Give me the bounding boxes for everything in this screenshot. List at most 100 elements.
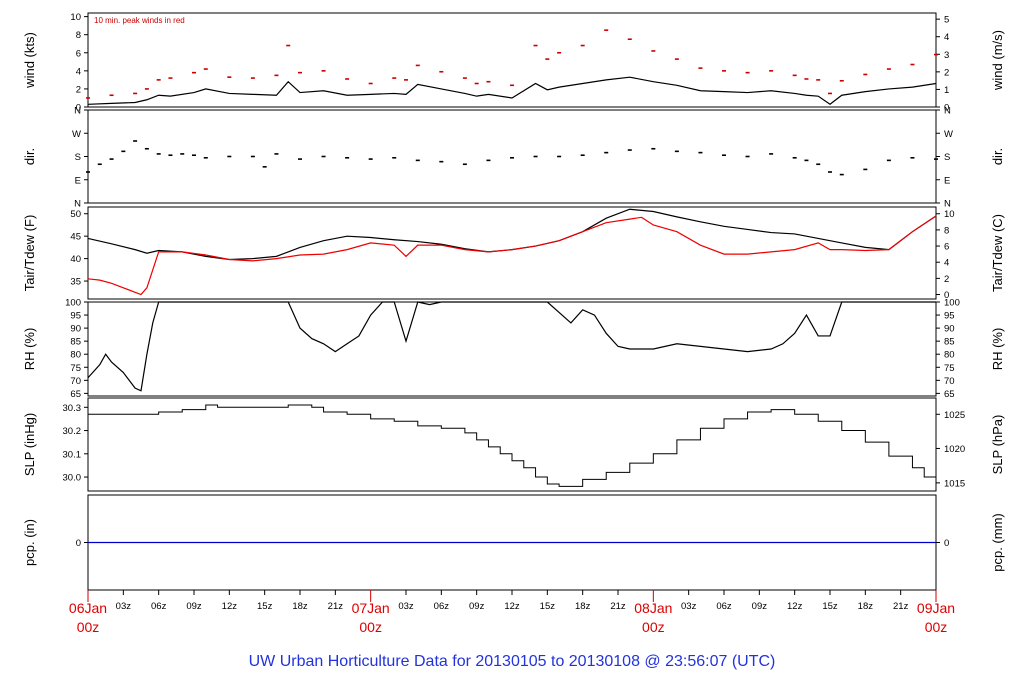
wind-series-peak-point bbox=[674, 58, 679, 60]
rh-right-tick-label: 70 bbox=[944, 376, 955, 387]
slp-left-tick-label: 30.2 bbox=[63, 426, 82, 437]
rh-left-tick-label: 80 bbox=[70, 350, 81, 361]
wind-series-peak-point bbox=[910, 63, 915, 66]
dir-series-direction-point bbox=[462, 163, 467, 166]
wind-series-peak-point bbox=[415, 64, 420, 67]
dir-series-direction-point bbox=[604, 151, 609, 154]
dir-series-direction-point bbox=[368, 158, 373, 160]
dir-series-direction-point bbox=[180, 153, 185, 155]
dir-ylabel-left: dir. bbox=[22, 148, 37, 165]
wind-series-peak-point bbox=[321, 70, 326, 72]
chart-title: UW Urban Horticulture Data for 20130105 … bbox=[249, 653, 776, 670]
pcp-left-tick-label: 0 bbox=[76, 538, 81, 549]
rh-left-tick-label: 85 bbox=[70, 337, 81, 348]
rh-ylabel-right: RH (%) bbox=[990, 328, 1005, 371]
wind-series-peak-point bbox=[839, 79, 844, 82]
dir-series-direction-point bbox=[345, 156, 350, 159]
dir-series-direction-point bbox=[533, 155, 538, 158]
panel-temp: 35 40 45 50 0 2 4 6 8 10 Tair/Tdew (F) Tair/Tdew (C… bbox=[22, 206, 1005, 301]
slp-ylabel-left: SLP (inHg) bbox=[22, 413, 37, 476]
x-tick-label-date: 09Jan bbox=[917, 600, 955, 616]
temp-ylabel-right: Tair/Tdew (C) bbox=[990, 214, 1005, 292]
x-tick-label: 15z bbox=[822, 601, 838, 612]
wind-left-tick-label: 6 bbox=[76, 48, 81, 59]
dir-series-direction-point bbox=[769, 153, 774, 155]
x-tick-label: 12z bbox=[504, 601, 520, 612]
dir-series-direction-point bbox=[910, 156, 915, 159]
x-tick-label-date: 08Jan bbox=[634, 600, 672, 616]
temp-right-tick-label: 6 bbox=[944, 242, 949, 253]
x-tick-label-date: 06Jan bbox=[69, 600, 107, 616]
x-tick-label: 18z bbox=[292, 601, 308, 612]
wind-frame bbox=[87, 12, 937, 108]
dir-series-direction-point bbox=[121, 150, 126, 153]
temp-right-tick-label: 8 bbox=[944, 225, 949, 236]
x-tick-label: 15z bbox=[257, 601, 273, 612]
wind-series-peak-point bbox=[698, 67, 703, 69]
rh-left-tick-label: 95 bbox=[70, 311, 81, 322]
dir-series-direction bbox=[86, 140, 938, 176]
dir-left-tick-label: W bbox=[72, 129, 81, 140]
temp-series-Tdew bbox=[87, 215, 937, 296]
wind-series-peak-point bbox=[828, 92, 832, 95]
temp-left-tick-label: 45 bbox=[70, 232, 81, 243]
x-tick-label: 03z bbox=[681, 601, 697, 612]
wind-series-peak-point bbox=[439, 70, 444, 73]
wind-right-tick-label: 2 bbox=[944, 67, 949, 78]
dir-series-direction-point bbox=[168, 154, 173, 157]
dir-series-direction-point bbox=[250, 155, 255, 158]
wind-series-peak-point bbox=[474, 82, 479, 85]
dir-series-direction-point bbox=[439, 160, 444, 163]
wind-series-peak-point bbox=[533, 44, 538, 47]
x-tick-label-hour: 00z bbox=[925, 619, 948, 635]
dir-series-direction-point bbox=[510, 156, 514, 159]
wind-series-peak-point bbox=[604, 29, 609, 31]
dir-series-direction-point bbox=[262, 166, 267, 168]
dir-series-direction-point bbox=[86, 171, 90, 173]
dir-series-direction-point bbox=[192, 154, 196, 157]
rh-left-tick-label: 75 bbox=[70, 363, 81, 374]
dir-series-direction-point bbox=[816, 163, 821, 166]
x-tick-label-hour: 00z bbox=[77, 619, 100, 635]
slp-right-tick-label: 1020 bbox=[944, 444, 965, 455]
panel-slp: 30.0 30.1 30.2 30.3 1015 1020 1025 SLP (inHg) SL… bbox=[22, 397, 1005, 492]
rh-right-tick-label: 100 bbox=[944, 298, 960, 309]
temp-left-tick-label: 35 bbox=[70, 277, 81, 288]
wind-series-peak-point bbox=[863, 73, 868, 76]
x-tick-label: 06z bbox=[151, 601, 167, 612]
wind-series-peak-point bbox=[192, 71, 196, 74]
rh-ylabel-left: RH (%) bbox=[22, 328, 37, 371]
temp-right-tick-label: 2 bbox=[944, 274, 949, 285]
dir-series-direction-point bbox=[133, 140, 138, 142]
x-tick-label-hour: 00z bbox=[359, 619, 382, 635]
wind-series-peak-point bbox=[86, 97, 90, 99]
wind-right-tick-label: 1 bbox=[944, 85, 949, 96]
wind-series-peak-point bbox=[580, 44, 585, 47]
wind-series-peak-point bbox=[156, 79, 161, 81]
wind-series-peak-point bbox=[462, 77, 467, 79]
dir-series-direction-point bbox=[298, 158, 302, 160]
rh-right-tick-label: 75 bbox=[944, 363, 955, 374]
wind-series-peak-point bbox=[168, 77, 173, 79]
slp-series-SLP bbox=[88, 404, 937, 487]
dir-series-direction-point bbox=[227, 155, 232, 158]
slp-right-tick-label: 1025 bbox=[944, 410, 965, 421]
dir-left-tick-label: N bbox=[74, 106, 81, 117]
x-tick-label: 09z bbox=[469, 601, 485, 612]
wind-series-peak-point bbox=[557, 51, 562, 54]
dir-right-tick-label: N bbox=[944, 106, 951, 117]
pcp-ylabel-left: pcp. (in) bbox=[22, 519, 37, 566]
wind-right-tick-label: 4 bbox=[944, 32, 949, 43]
dir-series-direction-point bbox=[934, 158, 938, 160]
wind-series-peak-point bbox=[886, 68, 891, 70]
slp-left-tick-label: 30.3 bbox=[63, 403, 82, 414]
dir-series-direction-point bbox=[557, 155, 562, 158]
wind-right-tick-label: 0 bbox=[944, 103, 949, 114]
rh-right-tick-label: 85 bbox=[944, 337, 955, 348]
dir-series-direction-point bbox=[674, 150, 679, 153]
wind-series-wind bbox=[87, 76, 937, 106]
x-tick-label: 21z bbox=[328, 601, 344, 612]
dir-left-tick-label: N bbox=[74, 199, 81, 210]
wind-series-peak-point bbox=[627, 38, 632, 41]
